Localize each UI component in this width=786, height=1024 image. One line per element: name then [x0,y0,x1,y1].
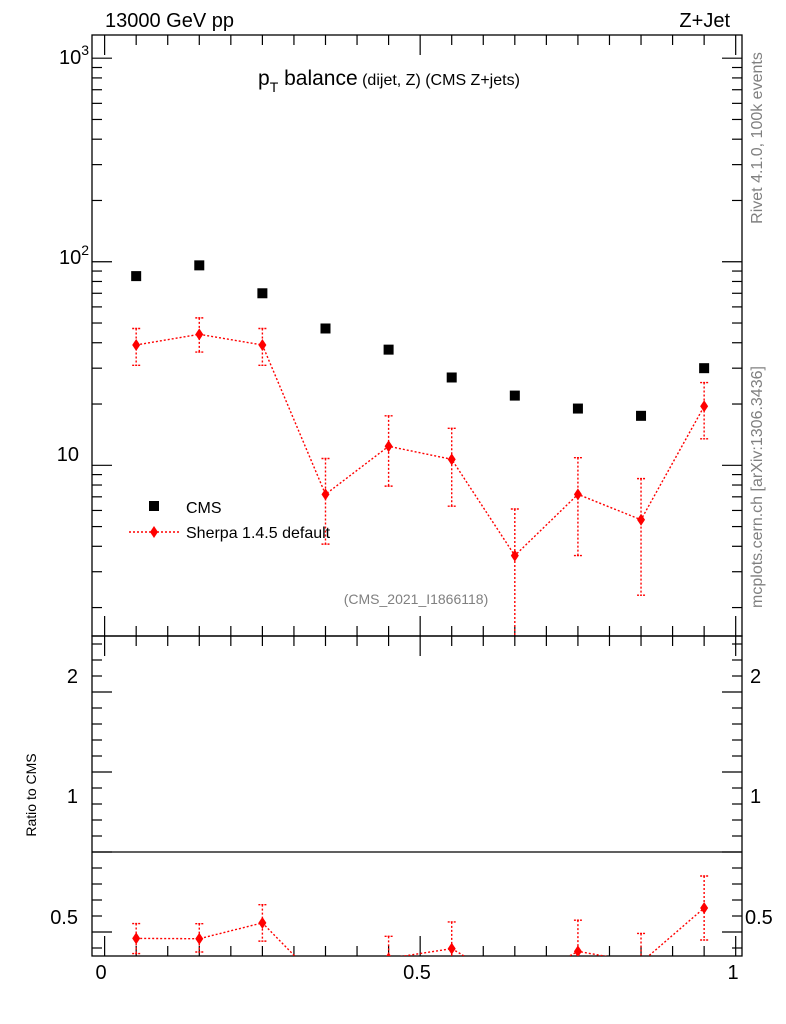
ratio-y-tick-0.5-right: 0.5 [745,907,773,929]
cms-point [257,288,268,299]
sherpa-point [258,338,267,351]
cms-point [572,403,583,414]
sherpa-point [510,549,519,562]
ratio-x-ticks [104,636,737,956]
sherpa-point [195,328,204,341]
sherpa-point [447,453,456,466]
ratio-y-tick-0.5: 0.5 [50,907,78,929]
sherpa-point [700,400,709,413]
mcplots-label: mcplots.cern.ch [arXiv:1306.3436] [749,366,766,608]
legend-marker-sherpa [150,526,158,538]
ratio-point [321,982,329,994]
rivet-version-label: Rivet 4.1.0, 100k events [749,52,766,224]
title-tail: (CMS Z+jets) [421,72,520,89]
y-tick-label-100: 102 [59,242,89,269]
main-plot-frame [91,34,743,637]
ratio-point [637,957,645,969]
sherpa-point [132,338,141,351]
cms-point [509,390,520,401]
ratio-y-tick-1-right: 1 [750,786,761,808]
energy-label: 13000 GeV pp [105,10,234,32]
plot-title: pT balance (dijet, Z) (CMS Z+jets) [258,67,520,95]
ratio-point [132,932,141,945]
ratio-y-axis-label: Ratio to CMS [23,753,39,836]
title-main: p [258,67,270,90]
cms-point [446,372,457,383]
sherpa-point [637,513,646,526]
ratio-point [195,932,204,945]
main-series-layer [131,260,710,636]
ratio-point [700,902,709,914]
x-tick-label-0: 0 [95,962,106,984]
ratio-point [386,952,392,956]
sherpa-point [573,488,582,501]
cms-point [383,344,394,355]
sherpa-point [321,488,330,501]
y-tick-100-base: 10 [59,247,81,269]
ratio-y-tick-1: 1 [67,786,78,808]
ratio-point [447,942,456,955]
ratio-y-ticks [92,643,742,949]
process-label: Z+Jet [679,10,730,32]
y-tick-label-1000: 103 [59,42,89,69]
ratio-y-tick-2-right: 2 [750,666,761,688]
sherpa-point [384,440,393,453]
main-plot: 103 102 10 pT balance (dijet, Z) (CMS Z+… [57,34,743,637]
ratio-point [258,916,267,929]
cms-point [320,323,331,334]
ratio-plot: 2 1 0.5 2 1 0.5 Ratio to CMS 0 0.5 1 [23,635,773,994]
cms-point [194,260,205,271]
legend: CMS Sherpa 1.4.5 default [129,500,331,542]
legend-marker-cms [149,501,159,511]
main-y-ticks [92,57,742,609]
ratio-series-layer [132,875,709,994]
main-x-ticks [104,35,737,636]
legend-label-sherpa: Sherpa 1.4.5 default [186,525,331,542]
title-rest: balance [278,67,357,90]
x-tick-label-0.5: 0.5 [403,962,431,984]
y-tick-1000-exp: 3 [81,42,89,58]
title-subscript: T [270,79,279,95]
y-tick-1000-base: 10 [59,47,81,69]
sherpa-line [136,333,705,557]
ratio-plot-frame [91,635,743,957]
analysis-id-label: (CMS_2021_I1866118) [344,591,489,607]
cms-point [699,363,710,374]
x-tick-label-1: 1 [727,962,738,984]
ratio-point [511,980,519,992]
title-small: (dijet, Z) [358,72,421,89]
y-tick-100-exp: 2 [81,242,89,258]
ratio-y-tick-2: 2 [67,666,78,688]
legend-label-cms: CMS [186,500,222,517]
cms-point [131,271,142,282]
y-tick-label-10: 10 [57,444,79,466]
cms-point [636,410,647,421]
ratio-point [573,945,582,956]
